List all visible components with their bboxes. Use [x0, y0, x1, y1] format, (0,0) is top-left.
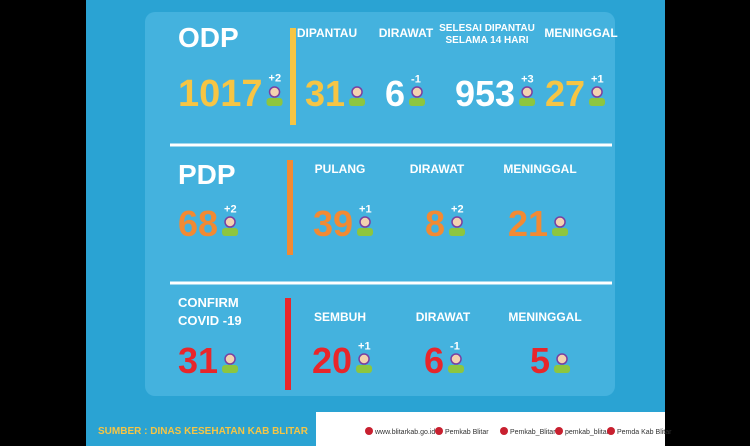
source: SUMBER : DINAS KESEHATAN KAB BLITAR: [98, 426, 309, 437]
section-bar: [287, 160, 293, 255]
footer-left: [86, 412, 316, 446]
social-link: pemkab_blitar: [565, 429, 610, 436]
number: 31: [305, 73, 345, 114]
item-label: DIPANTAU: [297, 26, 357, 40]
person-icon-body: [266, 98, 283, 106]
social-icon: [435, 427, 443, 435]
item-label: SELAMA 14 HARI: [446, 35, 529, 46]
person-icon-body: [449, 228, 466, 236]
item-label: MENINGGAL: [508, 310, 581, 324]
number: 6: [424, 340, 444, 381]
delta: +2: [451, 204, 464, 216]
person-icon-body: [409, 98, 426, 106]
person-icon-body: [349, 98, 366, 106]
delta: +2: [269, 72, 282, 84]
person-icon-head: [351, 86, 363, 98]
social-link: www.blitarkab.go.id: [374, 429, 435, 436]
person-icon-head: [556, 353, 568, 365]
person-icon-head: [521, 86, 533, 98]
number: 6: [385, 73, 405, 114]
delta: +1: [591, 74, 604, 86]
person-icon-head: [451, 216, 463, 228]
inner-panel: [145, 12, 615, 396]
person-icon-head: [554, 216, 566, 228]
item-label: MENINGGAL: [503, 162, 576, 176]
number: 953: [455, 73, 515, 114]
section-title: CONFIRM: [178, 295, 239, 310]
person-icon-body: [554, 365, 571, 373]
number: 5: [530, 340, 550, 381]
section-title: COVID -19: [178, 313, 242, 328]
person-icon-body: [222, 365, 239, 373]
delta: +2: [224, 204, 237, 216]
number: 1017: [178, 73, 263, 115]
item-label: DIRAWAT: [416, 310, 471, 324]
person-icon-head: [411, 86, 423, 98]
person-icon-body: [356, 365, 373, 373]
item-label: PULANG: [315, 162, 366, 176]
section-bar: [290, 28, 296, 125]
item-label: DIRAWAT: [410, 162, 465, 176]
person-icon-body: [222, 228, 239, 236]
item-label: DIRAWAT: [379, 26, 434, 40]
person-icon-body: [589, 98, 606, 106]
delta: +1: [358, 341, 371, 353]
delta: +1: [359, 204, 372, 216]
delta: +3: [521, 74, 534, 86]
social-link: Pemkab_Blitar: [510, 429, 556, 436]
item-label: MENINGGAL: [544, 26, 617, 40]
person-icon-head: [224, 353, 236, 365]
delta: -1: [411, 74, 421, 86]
social-link: Pemda Kab Blitar: [617, 429, 672, 436]
person-icon-body: [519, 98, 536, 106]
person-icon-body: [357, 228, 374, 236]
number: 21: [508, 203, 548, 244]
social-icon: [607, 427, 615, 435]
section-title: PDP: [178, 159, 236, 190]
social-link: Pemkab Blitar: [445, 429, 489, 436]
number: 68: [178, 203, 218, 244]
section-bar: [285, 298, 291, 390]
number: 20: [312, 340, 352, 381]
person-icon-head: [359, 216, 371, 228]
person-icon-head: [591, 86, 603, 98]
person-icon-body: [552, 228, 569, 236]
social-icon: [500, 427, 508, 435]
item-label: SEMBUH: [314, 310, 366, 324]
section-title: ODP: [178, 22, 239, 53]
social-icon: [365, 427, 373, 435]
person-icon-head: [450, 353, 462, 365]
number: 8: [425, 203, 445, 244]
person-icon-body: [448, 365, 465, 373]
number: 39: [313, 203, 353, 244]
number: 27: [545, 73, 585, 114]
social-icon: [555, 427, 563, 435]
person-icon-head: [224, 216, 236, 228]
person-icon-head: [358, 353, 370, 365]
item-label: SELESAI DIPANTAU: [439, 23, 535, 34]
person-icon-head: [268, 86, 281, 98]
number: 31: [178, 340, 218, 381]
delta: -1: [450, 341, 460, 353]
